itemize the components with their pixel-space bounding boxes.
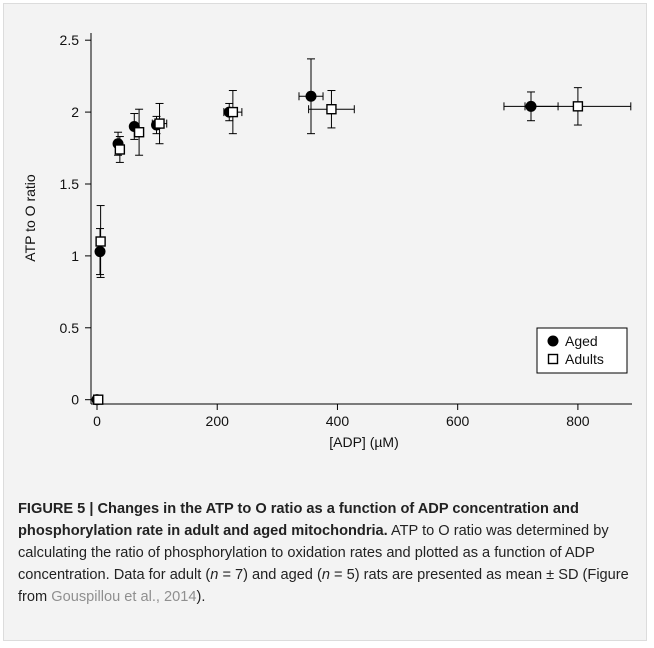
aged-data-point bbox=[94, 246, 106, 258]
axes: 0 0.5 1 1.5 2 2.5 0 200 400 600 800 bbox=[60, 32, 632, 429]
figure-caption: FIGURE 5 | Changes in the ATP to O ratio… bbox=[18, 498, 638, 608]
adults-data-point bbox=[326, 104, 337, 115]
y-tick-label: 1.5 bbox=[60, 176, 80, 192]
y-tick-label: 2 bbox=[71, 104, 79, 120]
adults-data-point bbox=[154, 118, 165, 129]
legend-frame bbox=[536, 327, 628, 374]
legend: Aged Adults bbox=[536, 327, 628, 374]
x-tick-label: 200 bbox=[206, 413, 230, 429]
x-axis-label: [ADP] (µM) bbox=[329, 434, 399, 450]
adults-data-point bbox=[133, 127, 145, 138]
caption-text-3: = 5) rats are presented as mean ± SD (Fi… bbox=[18, 567, 629, 605]
y-axis-label: ATP to O ratio bbox=[22, 174, 38, 262]
caption-text-2: = 7) and aged ( bbox=[218, 567, 322, 583]
caption-n-aged: n bbox=[321, 567, 330, 583]
caption-n-adult: n bbox=[210, 567, 219, 583]
adults-data-point bbox=[93, 394, 104, 405]
caption-title: FIGURE 5 | Changes in the ATP to O ratio… bbox=[18, 501, 579, 539]
caption-text-1: ATP to O ratio was determined by calcula… bbox=[18, 523, 609, 583]
adults-data-point bbox=[114, 144, 126, 155]
adults-data-point bbox=[227, 106, 239, 118]
x-tick-label: 0 bbox=[93, 413, 101, 429]
legend-adults-marker bbox=[547, 353, 559, 365]
y-tick-label: 0 bbox=[71, 392, 79, 408]
aged-data-point bbox=[305, 90, 317, 102]
adults-data-point bbox=[572, 101, 584, 112]
aged-data-point bbox=[525, 100, 537, 112]
data-markers bbox=[91, 90, 584, 406]
legend-aged-label: Aged bbox=[565, 333, 598, 349]
y-tick-label: 1 bbox=[71, 248, 79, 264]
legend-aged-marker bbox=[547, 335, 559, 347]
x-tick-label: 400 bbox=[326, 413, 350, 429]
citation-link[interactable]: Gouspillou et al., 2014 bbox=[51, 589, 197, 605]
caption-text-4: ). bbox=[196, 589, 206, 605]
x-tick-label: 800 bbox=[566, 413, 590, 429]
y-tick-label: 2.5 bbox=[60, 32, 80, 48]
y-tick-label: 0.5 bbox=[60, 320, 80, 336]
atp-o-ratio-chart: 0 0.5 1 1.5 2 2.5 0 200 400 600 800 [ADP] (µM) ATP… bbox=[22, 32, 632, 450]
error-bars bbox=[96, 58, 632, 278]
legend-adults-label: Adults bbox=[565, 351, 604, 367]
adults-data-point bbox=[95, 236, 106, 247]
x-tick-label: 600 bbox=[446, 413, 470, 429]
